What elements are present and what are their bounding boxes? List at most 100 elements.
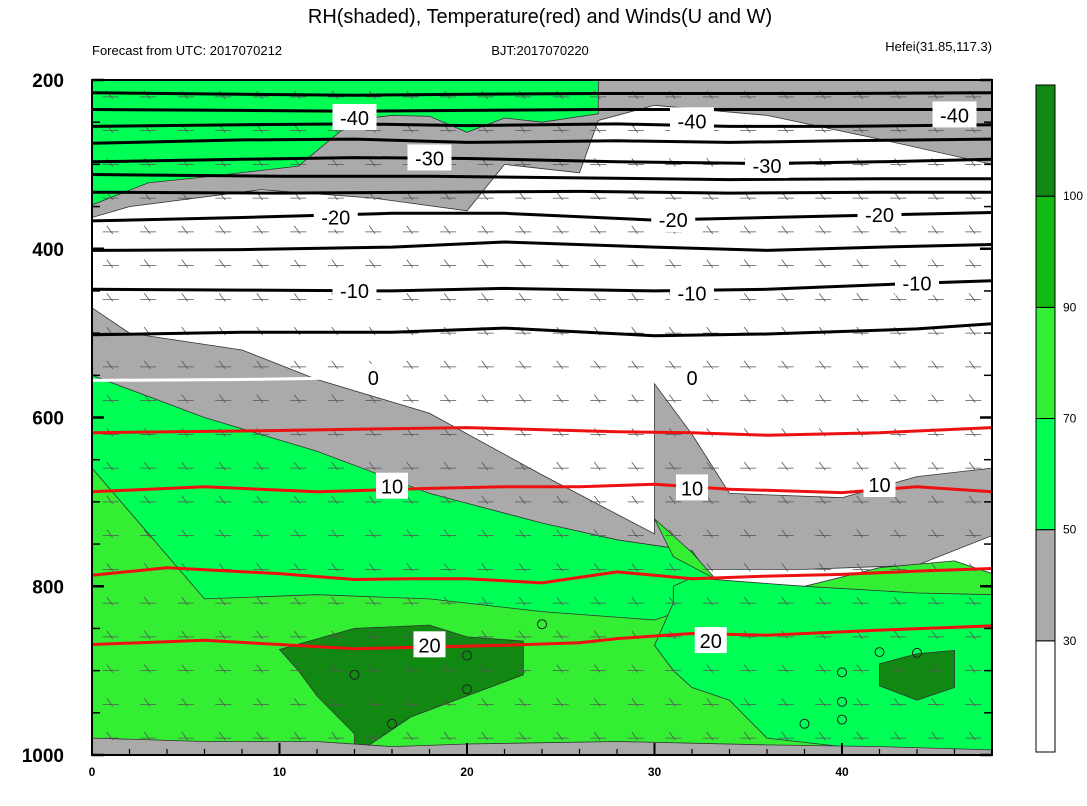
- wind-barb-tick: [893, 529, 901, 538]
- wind-barb-tick: [293, 563, 301, 572]
- subtitle-forecast-time: Forecast from UTC: 2017070212: [92, 43, 282, 58]
- wind-barb-tick: [481, 529, 489, 538]
- calm-wind-circle: [912, 647, 922, 658]
- contour-label: 10: [868, 475, 890, 497]
- wind-barb-tick: [931, 731, 939, 741]
- contour-label-box: [863, 471, 896, 497]
- contour-label-box: [676, 474, 708, 501]
- contour-label-box: [332, 103, 377, 130]
- wind-barb-tick: [631, 259, 639, 268]
- wind-barb-tick: [668, 259, 676, 268]
- contour-label-box: [407, 144, 452, 171]
- wind-barb-tick: [856, 360, 864, 370]
- wind-barb-tick: [631, 461, 639, 471]
- wind-barb-tick: [181, 394, 189, 403]
- wind-barb-tick: [293, 461, 301, 471]
- wind-barb-tick: [143, 495, 151, 505]
- calm-wind-circle: [837, 696, 847, 707]
- contour-label: -30: [753, 156, 782, 178]
- wind-barb-tick: [931, 360, 939, 370]
- colorbar-label: 50: [1063, 523, 1077, 537]
- colorbar-label: 70: [1063, 412, 1077, 426]
- wind-barb-tick: [218, 698, 226, 707]
- contour-label: -40: [678, 111, 707, 133]
- plot-area: -40 -40 -40 -30 -30 -20 -20 -20 -10 -10 -10 0 0 10 10 1…: [92, 80, 992, 755]
- wind-barb-tick: [556, 529, 564, 538]
- temperature-contour--10: [92, 279, 992, 293]
- colorbar-cell: [1035, 529, 1056, 642]
- wind-barb-tick: [218, 731, 226, 741]
- wind-barb-tick: [968, 529, 976, 538]
- contour-label-box: [332, 276, 377, 303]
- wind-barb-tick: [406, 360, 414, 370]
- wind-barb-tick: [781, 360, 789, 370]
- wind-barb-tick: [593, 630, 601, 640]
- y-tick-label: 400: [32, 240, 64, 261]
- chart-title: RH(shaded), Temperature(red) and Winds(U…: [308, 6, 772, 28]
- wind-barb-tick: [518, 529, 526, 538]
- wind-barb-tick: [218, 225, 226, 235]
- wind-barb-tick: [856, 259, 864, 268]
- wind-barb-tick: [481, 394, 489, 403]
- wind-barb-tick: [331, 495, 339, 505]
- colorbar-cell: [1035, 640, 1056, 753]
- wind-barb-tick: [706, 664, 714, 673]
- contour-label-box: [857, 201, 902, 227]
- wind-barb-tick: [781, 461, 789, 471]
- wind-barb-tick: [406, 225, 414, 235]
- x-tick-label: 30: [648, 765, 662, 779]
- temperature-contour--20: [92, 189, 992, 195]
- wind-barb-tick: [218, 529, 226, 538]
- wind-barb-tick: [293, 259, 301, 268]
- wind-barb-tick: [968, 293, 976, 302]
- wind-barb-tick: [893, 259, 901, 268]
- contour-label-box: [745, 152, 789, 179]
- wind-barb-tick: [368, 495, 376, 505]
- wind-barb-tick: [443, 394, 451, 403]
- wind-barb-tick: [631, 698, 639, 707]
- wind-barb-tick: [293, 529, 301, 538]
- wind-barb-tick: [781, 698, 789, 707]
- contour-label-box: [376, 472, 408, 499]
- contour-label: -10: [903, 273, 932, 295]
- wind-barb-tick: [818, 495, 826, 505]
- wind-barb-tick: [293, 731, 301, 741]
- contour-label: 10: [381, 477, 403, 499]
- wind-barb-tick: [443, 731, 451, 741]
- contour-label: 10: [681, 478, 703, 500]
- wind-barb-tick: [743, 529, 751, 538]
- wind-barb-tick: [481, 630, 489, 640]
- wind-barb-tick: [743, 664, 751, 673]
- wind-barb-tick: [443, 698, 451, 707]
- contour-label: -10: [340, 281, 369, 303]
- wind-barb-tick: [781, 225, 789, 235]
- temperature-contour--30: [92, 137, 992, 145]
- wind-barb-tick: [293, 698, 301, 707]
- wind-barb-tick: [893, 630, 901, 640]
- wind-barb-tick: [781, 259, 789, 268]
- wind-barb-tick: [331, 158, 339, 167]
- rh-region-6: [278, 624, 524, 755]
- colorbar-cell: [1035, 84, 1056, 197]
- wind-barb-tick: [106, 394, 114, 403]
- wind-barb-tick: [893, 664, 901, 673]
- wind-barb-tick: [256, 563, 264, 572]
- wind-barb-tick: [706, 394, 714, 403]
- wind-barb-tick: [481, 563, 489, 572]
- wind-barb-tick: [293, 394, 301, 403]
- contour-label: -20: [321, 208, 350, 230]
- wind-barb-tick: [406, 293, 414, 302]
- wind-barb-tick: [593, 124, 601, 133]
- wind-barb-tick: [556, 360, 564, 370]
- wind-barb-tick: [481, 428, 489, 437]
- wind-barb-tick: [106, 563, 114, 572]
- wind-barb-tick: [143, 259, 151, 268]
- wind-barb-tick: [893, 461, 901, 471]
- wind-barb-tick: [668, 731, 676, 741]
- wind-barb-tick: [968, 664, 976, 673]
- wind-barb-tick: [481, 360, 489, 370]
- wind-barb-tick: [218, 293, 226, 302]
- contour-label-box: [363, 363, 384, 390]
- wind-barb-tick: [443, 563, 451, 572]
- wind-barb-tick: [106, 630, 114, 640]
